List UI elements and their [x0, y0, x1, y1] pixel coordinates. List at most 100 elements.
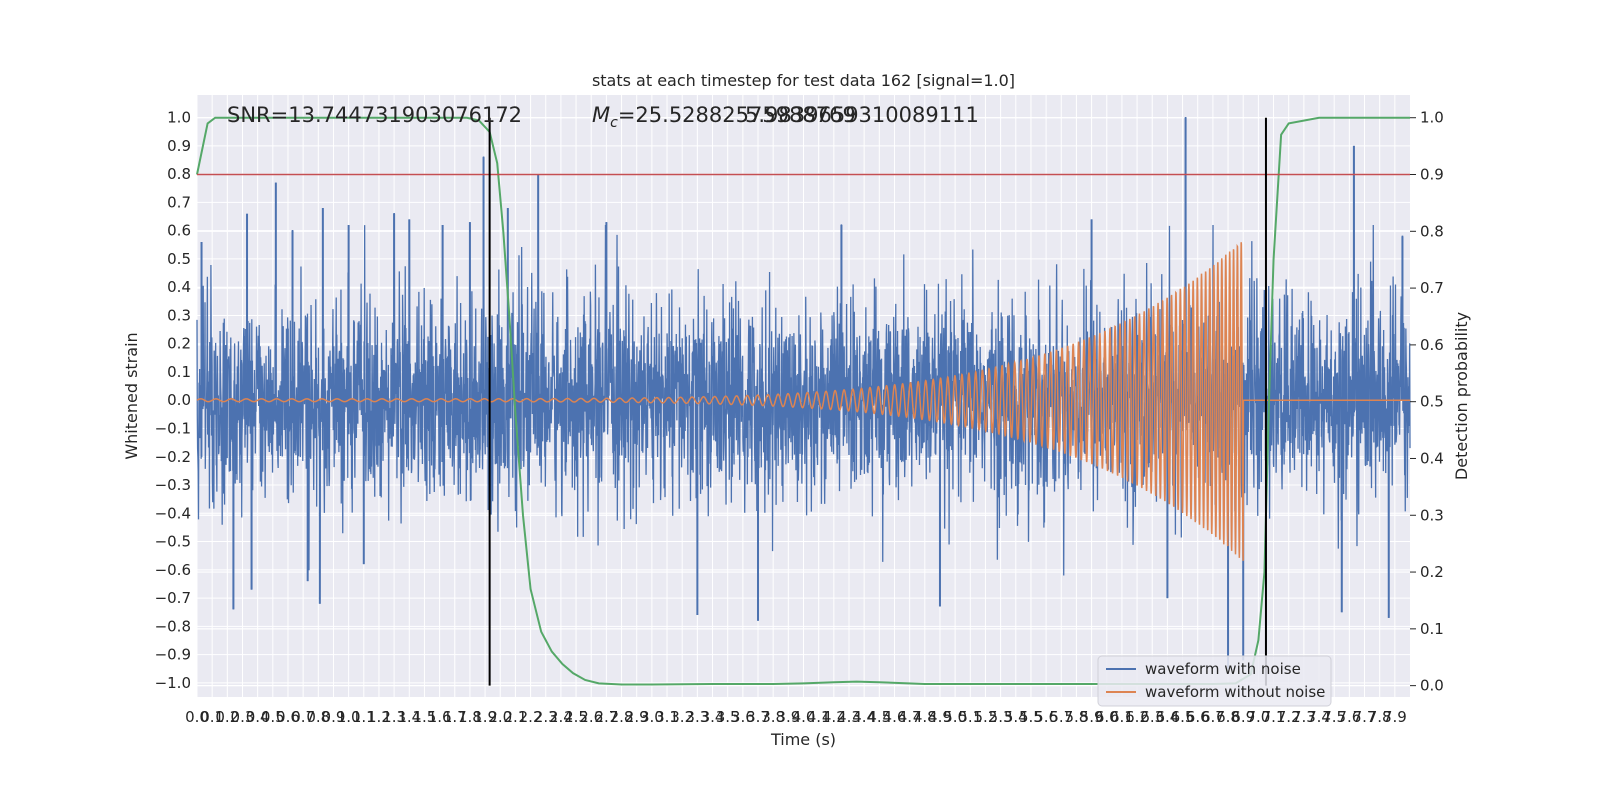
x-tick-label-31: 3.1 [655, 708, 679, 726]
x-axis-label: Time (s) [770, 730, 836, 749]
x-tick-label-59: 5.9 [1080, 708, 1104, 726]
x-ticks: 0.00.10.20.30.40.50.60.70.80.91.01.11.21… [185, 708, 1407, 726]
x-tick-label-34: 3.4 [701, 708, 725, 726]
x-tick-label-33: 3.3 [685, 708, 709, 726]
x-tick-label-11: 1.1 [352, 708, 376, 726]
x-tick-label-40: 4.0 [792, 708, 816, 726]
y-axis-label: Whitened strain [122, 332, 141, 459]
x-tick-label-44: 4.4 [852, 708, 876, 726]
probability-line [196, 116, 1410, 686]
x-tick-label-17: 1.7 [443, 708, 467, 726]
snr-annotation: SNR=13.744731903076172 [227, 103, 522, 127]
y2-tick-label-4: 0.4 [1420, 449, 1444, 467]
x-tick-label-21: 2.1 [503, 708, 527, 726]
y-tick-label-19: 0.9 [167, 137, 191, 155]
clean-waveform [196, 242, 1410, 561]
x-tick-label-66: 6.6 [1186, 708, 1210, 726]
x-tick-label-4: 0.4 [246, 708, 270, 726]
y-tick-label-4: −0.6 [155, 561, 191, 579]
x-tick-label-3: 0.3 [231, 708, 255, 726]
x-tick-label-67: 6.7 [1201, 708, 1225, 726]
x-tick-label-53: 5.3 [989, 708, 1013, 726]
y-tick-label-6: −0.4 [155, 504, 191, 522]
y-tick-label-7: −0.3 [155, 476, 191, 494]
y-tick-label-17: 0.7 [167, 193, 191, 211]
y2-tick-label-1: 0.1 [1420, 620, 1444, 638]
x-tick-label-52: 5.2 [974, 708, 998, 726]
mc-value: =25.52882575988769 [618, 103, 856, 127]
y-tick-label-0: −1.0 [155, 674, 191, 692]
legend-entry-noisy: waveform with noise [1145, 660, 1301, 678]
y2-tick-label-10: 1.0 [1420, 109, 1444, 127]
x-tick-label-56: 5.6 [1034, 708, 1058, 726]
x-tick-label-18: 1.8 [458, 708, 482, 726]
mc-subscript: c [610, 115, 618, 131]
x-tick-label-30: 3.0 [640, 708, 664, 726]
x-tick-label-63: 6.3 [1140, 708, 1164, 726]
y2-tick-label-7: 0.7 [1420, 279, 1444, 297]
x-tick-label-29: 2.9 [625, 708, 649, 726]
x-tick-label-39: 3.9 [776, 708, 800, 726]
x-tick-label-27: 2.7 [594, 708, 618, 726]
x-tick-label-69: 6.9 [1231, 708, 1255, 726]
x-tick-label-25: 2.5 [564, 708, 588, 726]
x-tick-label-65: 6.5 [1171, 708, 1195, 726]
x-tick-label-78: 7.8 [1368, 708, 1392, 726]
x-tick-label-20: 2.0 [488, 708, 512, 726]
x-tick-label-75: 7.5 [1322, 708, 1346, 726]
x-tick-label-1: 0.1 [200, 708, 224, 726]
x-tick-label-5: 0.5 [261, 708, 285, 726]
y2-tick-label-3: 0.3 [1420, 506, 1444, 524]
y-tick-label-12: 0.2 [167, 335, 191, 353]
x-tick-label-24: 2.4 [549, 708, 573, 726]
x-tick-label-50: 5.0 [943, 708, 967, 726]
x-tick-label-51: 5.1 [958, 708, 982, 726]
x-tick-label-62: 6.2 [1125, 708, 1149, 726]
x-tick-label-0: 0.0 [185, 708, 209, 726]
overlap-annotation: 5.9839659310089111 [745, 103, 979, 127]
x-tick-label-16: 1.6 [428, 708, 452, 726]
x-tick-label-14: 1.4 [397, 708, 421, 726]
x-tick-label-71: 7.1 [1262, 708, 1286, 726]
y-tick-label-18: 0.8 [167, 165, 191, 183]
x-tick-label-79: 7.9 [1383, 708, 1407, 726]
x-tick-label-77: 7.7 [1353, 708, 1377, 726]
y-tick-label-15: 0.5 [167, 250, 191, 268]
x-tick-label-9: 0.9 [322, 708, 346, 726]
x-tick-label-55: 5.5 [1019, 708, 1043, 726]
x-tick-label-19: 1.9 [473, 708, 497, 726]
vertical-markers [488, 117, 1267, 686]
y2-tick-label-2: 0.2 [1420, 563, 1444, 581]
x-tick-label-28: 2.8 [610, 708, 634, 726]
x-tick-label-37: 3.7 [746, 708, 770, 726]
x-tick-label-10: 1.0 [337, 708, 361, 726]
x-tick-label-74: 7.4 [1307, 708, 1331, 726]
x-tick-label-36: 3.6 [731, 708, 755, 726]
x-tick-label-68: 6.8 [1216, 708, 1240, 726]
x-tick-label-2: 0.2 [215, 708, 239, 726]
y2-tick-label-8: 0.8 [1420, 222, 1444, 240]
x-tick-label-15: 1.5 [413, 708, 437, 726]
y-tick-label-16: 0.6 [167, 222, 191, 240]
x-tick-label-76: 7.6 [1337, 708, 1361, 726]
clean-waveform-line [196, 242, 1410, 561]
y-tick-label-3: −0.7 [155, 589, 191, 607]
y-tick-label-11: 0.1 [167, 363, 191, 381]
x-tick-label-54: 5.4 [1004, 708, 1028, 726]
y-tick-label-20: 1.0 [167, 109, 191, 127]
y2-tick-label-6: 0.6 [1420, 336, 1444, 354]
legend: waveform with noise waveform without noi… [1097, 655, 1332, 707]
chart-title: stats at each timestep for test data 162… [592, 71, 1015, 90]
x-tick-label-57: 5.7 [1049, 708, 1073, 726]
x-tick-label-47: 4.7 [898, 708, 922, 726]
x-tick-label-48: 4.8 [913, 708, 937, 726]
x-tick-label-8: 0.8 [306, 708, 330, 726]
x-tick-label-38: 3.8 [761, 708, 785, 726]
x-tick-label-45: 4.5 [867, 708, 891, 726]
y-tick-label-8: −0.2 [155, 448, 191, 466]
x-tick-label-22: 2.2 [519, 708, 543, 726]
y-tick-label-5: −0.5 [155, 533, 191, 551]
x-tick-label-70: 7.0 [1246, 708, 1270, 726]
x-tick-label-72: 7.2 [1277, 708, 1301, 726]
